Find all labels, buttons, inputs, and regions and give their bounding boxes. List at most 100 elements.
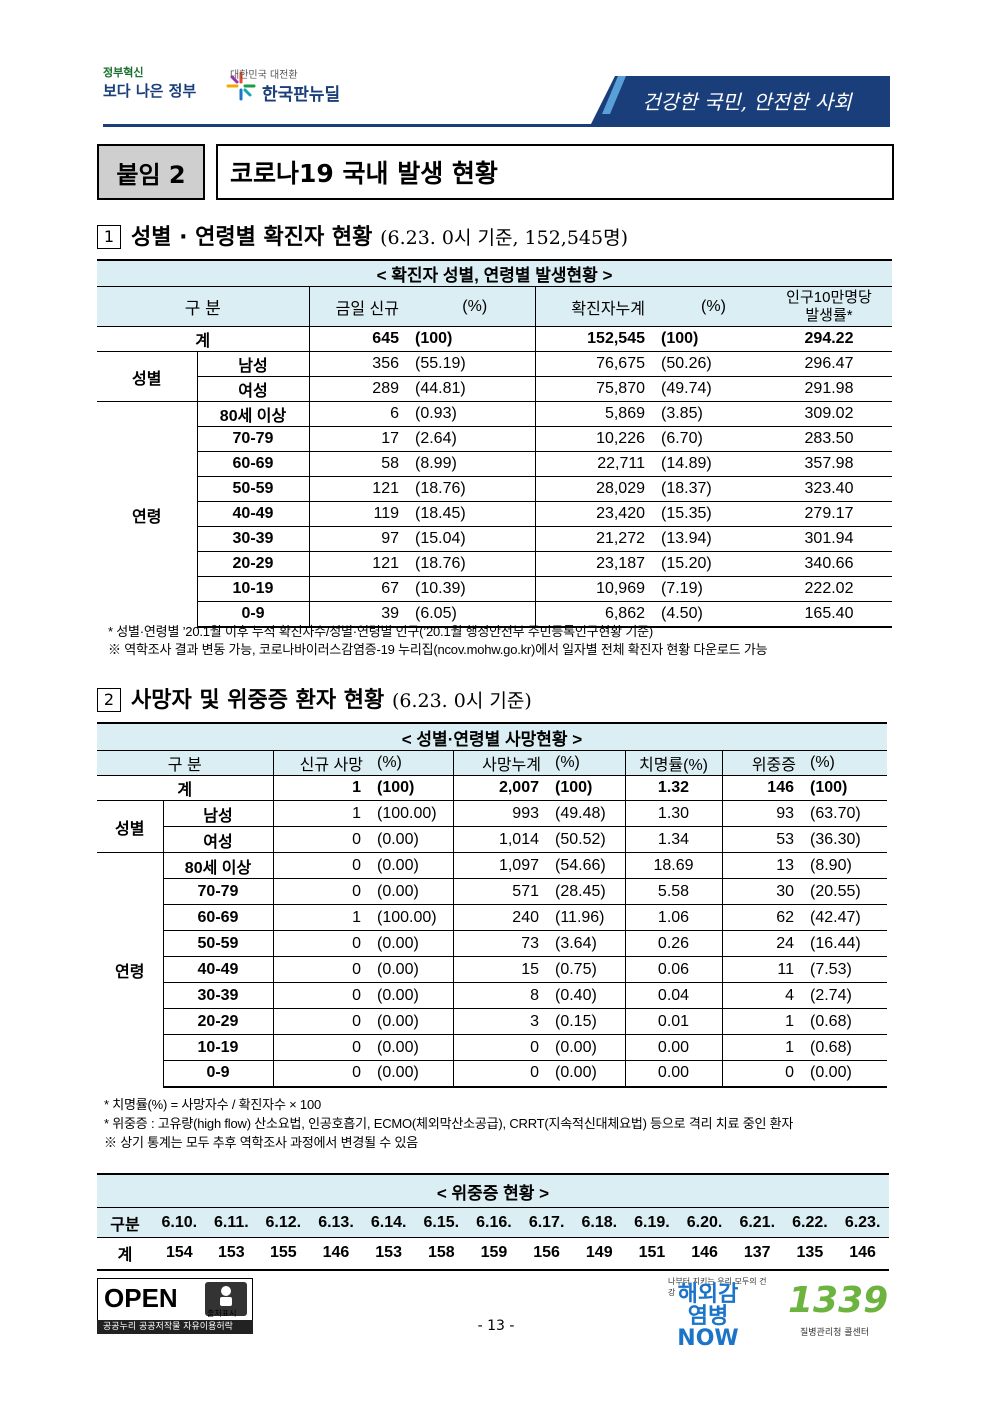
cumulative: 21,272 <box>535 526 653 552</box>
cumulative: 10,969 <box>535 576 653 602</box>
table2-note-3: ※ 상기 통계는 모두 추후 역학조사 과정에서 변경될 수 있음 <box>104 1135 418 1150</box>
col-header-category: 구 분 <box>97 750 274 776</box>
hotline-1339-logo: 1339 <box>788 1280 889 1321</box>
cum-deaths-pct: (11.96) <box>547 904 626 931</box>
hotline-caption: 질병관리청 콜센터 <box>800 1328 870 1338</box>
trend-value: 156 <box>520 1237 573 1271</box>
fatality-rate: 18.69 <box>625 852 723 879</box>
table-row: 20-29 0 (0.00) 3 (0.15) 0.01 1 (0.68) <box>97 1008 887 1035</box>
total-new-pct: (100) <box>369 775 454 801</box>
total-cum: 152,545 <box>535 326 653 352</box>
trend-date: 6.14. <box>362 1207 415 1238</box>
table-row: 20-29 121 (18.76) 23,187 (15.20) 340.66 <box>97 551 892 577</box>
total-cum: 2,007 <box>453 775 547 801</box>
severe-count: 1 <box>722 1008 802 1035</box>
severe-count: 4 <box>722 982 802 1009</box>
trend-date: 6.18. <box>572 1207 626 1238</box>
trend-date: 6.23. <box>836 1207 889 1238</box>
row-label: 10-19 <box>163 1034 274 1061</box>
trend-value: 146 <box>678 1237 731 1271</box>
fatality-rate: 5.58 <box>625 878 723 905</box>
fatality-rate: 0.01 <box>625 1008 723 1035</box>
cum-deaths-pct: (0.15) <box>547 1008 626 1035</box>
sex-group-label: 성별 <box>97 800 164 853</box>
trend-value: 155 <box>257 1237 310 1271</box>
table1-title: < 확진자 성별, 연령별 발생현황 > <box>97 259 892 287</box>
kogl-open-text: OPEN <box>104 1283 178 1313</box>
row-label: 20-29 <box>163 1008 274 1035</box>
col-header-cumulative: 확진자누계 <box>535 286 653 327</box>
new-deaths-pct: (0.00) <box>369 930 454 957</box>
severe-count: 93 <box>722 800 802 827</box>
trend-date: 6.19. <box>625 1207 679 1238</box>
new-deaths-pct: (0.00) <box>369 1008 454 1035</box>
severe-pct: (0.68) <box>802 1008 887 1035</box>
cumulative-pct: (49.74) <box>653 376 766 402</box>
table2-title: < 성별·연령별 사망현황 > <box>97 722 887 751</box>
fatality-rate: 1.34 <box>625 826 723 853</box>
gov-innovation-logo: 보다 나은 정부 <box>103 82 197 100</box>
new-pct: (2.64) <box>407 426 536 452</box>
incidence-rate: 340.66 <box>766 551 892 577</box>
table1-note-1: * 성별·연령별 ’20.1월 이후 누적 확진자수/성별·연령별 인구(’20… <box>108 624 653 639</box>
cumulative: 75,870 <box>535 376 653 402</box>
severe-pct: (42.47) <box>802 904 887 931</box>
incidence-rate: 301.94 <box>766 526 892 552</box>
severe-trend-table: < 위중증 현황 > 구분 6.10. 6.11. 6.12. 6.13. 6.14. 6.… <box>97 1173 889 1271</box>
severe-count: 24 <box>722 930 802 957</box>
table-row: 성별 남성 1 (100.00) 993 (49.48) 1.30 93 (63.70) <box>97 800 887 853</box>
cum-deaths: 15 <box>453 956 547 983</box>
row-label: 50-59 <box>163 930 274 957</box>
section1-title: 성별 · 연령별 확진자 현황 <box>131 225 373 250</box>
new-deaths-pct: (0.00) <box>369 852 454 879</box>
row-label: 0-9 <box>163 1060 274 1088</box>
new-deaths-pct: (0.00) <box>369 878 454 905</box>
cum-deaths: 0 <box>453 1060 547 1088</box>
col-header-severe: 위중증 <box>722 750 802 776</box>
cum-deaths: 571 <box>453 878 547 905</box>
total-rate: 294.22 <box>766 326 892 352</box>
new-pct: (55.19) <box>407 351 536 377</box>
table-row-total: 계 1 (100) 2,007 (100) 1.32 146 (100) <box>97 775 887 801</box>
severe-count: 11 <box>722 956 802 983</box>
row-label: 남성 <box>163 800 274 827</box>
new-deaths-pct: (100.00) <box>369 800 454 827</box>
new-deaths: 1 <box>273 800 369 827</box>
age-group-label: 연령 <box>97 401 198 627</box>
row-label: 60-69 <box>163 904 274 931</box>
total-new: 645 <box>309 326 407 352</box>
incidence-rate: 309.02 <box>766 401 892 427</box>
section2-subtitle: (6.23. 0시 기준) <box>391 690 532 712</box>
new-deaths-pct: (0.00) <box>369 826 454 853</box>
overseas-disease-now-logo: 해외감염병 NOW <box>677 1282 739 1351</box>
total-severe-pct: (100) <box>802 775 887 801</box>
new-pct: (18.76) <box>407 551 536 577</box>
cum-deaths-pct: (3.64) <box>547 930 626 957</box>
total-fatality: 1.32 <box>625 775 723 801</box>
cumulative: 5,869 <box>535 401 653 427</box>
table3-title: < 위중증 현황 > <box>97 1173 889 1208</box>
page-number: - 13 - <box>477 1318 515 1334</box>
incidence-rate: 291.98 <box>766 376 892 402</box>
table1-note-2: ※ 역학조사 결과 변동 가능, 코로나바이러스감염증-19 누리집(ncov.… <box>108 642 768 657</box>
row-label: 80세 이상 <box>197 401 310 427</box>
new-deaths: 0 <box>273 878 369 905</box>
row-label: 30-39 <box>163 982 274 1009</box>
table-row: 70-79 0 (0.00) 571 (28.45) 5.58 30 (20.55) <box>97 878 887 905</box>
row-label: 10-19 <box>197 576 310 602</box>
table-row: 성별 남성 356 (55.19) 76,675 (50.26) 296.47 <box>97 351 892 402</box>
age-group-label: 연령 <box>97 852 164 1087</box>
trend-date: 6.21. <box>730 1207 784 1238</box>
section1-heading: 1 성별 · 연령별 확진자 현황 (6.23. 0시 기준, 152,545명) <box>97 219 628 251</box>
row-label: 80세 이상 <box>163 852 274 879</box>
fatality-rate: 0.26 <box>625 930 723 957</box>
cumulative-pct: (15.35) <box>653 501 766 527</box>
new-cases: 39 <box>309 601 407 628</box>
col-header-rate: 인구10만명당 발생률* <box>766 286 892 327</box>
row-label: 20-29 <box>197 551 310 577</box>
header-divider <box>103 124 890 127</box>
trend-value: 137 <box>730 1237 784 1271</box>
new-deaths: 0 <box>273 982 369 1009</box>
table-row: 70-79 17 (2.64) 10,226 (6.70) 283.50 <box>97 426 892 452</box>
row-label: 70-79 <box>197 426 310 452</box>
